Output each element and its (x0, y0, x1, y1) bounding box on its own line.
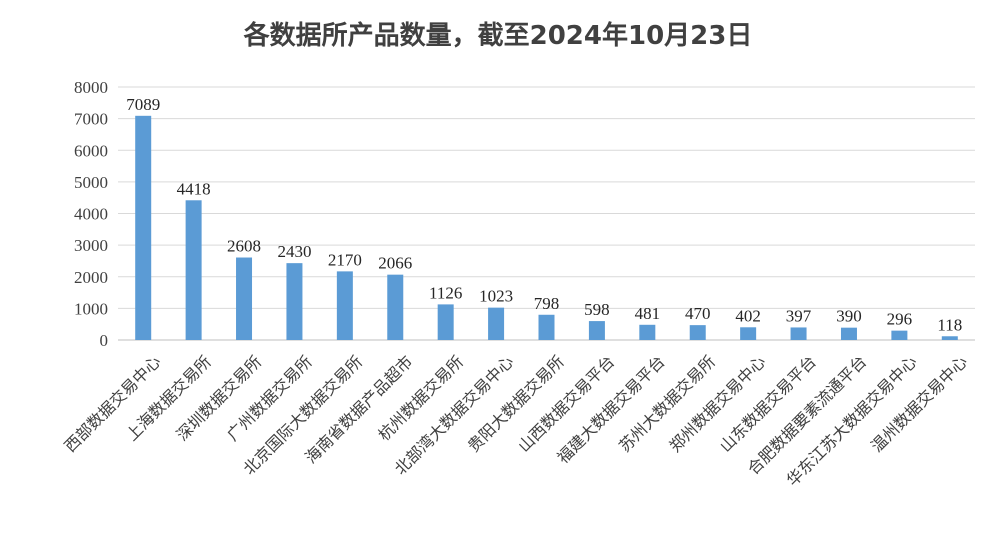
data-label: 598 (584, 300, 610, 319)
data-label: 798 (534, 294, 560, 313)
bar (639, 324, 656, 340)
data-label: 2066 (378, 254, 412, 273)
y-tick-label: 6000 (74, 141, 108, 160)
chart-title: 各数据所产品数量，截至2024年10月23日 (243, 20, 753, 51)
data-label: 2430 (277, 242, 311, 261)
y-tick-label: 4000 (74, 205, 108, 224)
data-labels: 7089 4418 2608 2430 2170 2066 1126 1023 798 598 48… (126, 95, 962, 334)
bar (336, 271, 353, 340)
bar (185, 200, 202, 340)
bar (790, 327, 807, 340)
data-label: 1023 (479, 287, 513, 306)
bar (840, 327, 857, 340)
y-tick-label: 7000 (74, 110, 108, 129)
y-axis: 0 1000 2000 3000 4000 5000 6000 7000 8000 (74, 78, 108, 350)
y-tick-label: 2000 (74, 268, 108, 287)
bar (740, 327, 757, 340)
data-label: 470 (685, 304, 711, 323)
bar (891, 330, 908, 340)
bar (135, 115, 152, 341)
bars (135, 115, 958, 341)
bar (236, 257, 253, 340)
bar (588, 321, 605, 340)
y-tick-label: 5000 (74, 173, 108, 192)
bar (387, 274, 404, 340)
data-label: 4418 (177, 179, 211, 198)
bar (689, 325, 706, 340)
data-label: 1126 (429, 283, 462, 302)
data-label: 402 (735, 306, 761, 325)
data-label: 7089 (126, 95, 160, 114)
y-tick-label: 8000 (74, 78, 108, 97)
x-axis: 西部数据交易中心上海数据交易所深圳数据交易所广州数据交易所北京国际大数据交易所海… (61, 352, 972, 490)
bar (538, 314, 555, 340)
bar (437, 304, 454, 340)
y-tick-label: 0 (100, 331, 109, 350)
gridlines (118, 86, 975, 341)
bar (488, 307, 505, 340)
data-label: 118 (937, 315, 962, 334)
data-label: 390 (836, 307, 862, 326)
data-label: 2170 (328, 250, 362, 269)
data-label: 296 (887, 310, 913, 329)
data-label: 397 (786, 306, 812, 325)
bar (941, 336, 958, 340)
x-tick-label: 温州数据交易中心 (867, 352, 971, 456)
data-label: 481 (635, 304, 661, 323)
data-label: 2608 (227, 237, 261, 256)
bar (286, 263, 303, 340)
y-tick-label: 1000 (74, 299, 108, 318)
y-tick-label: 3000 (74, 236, 108, 255)
